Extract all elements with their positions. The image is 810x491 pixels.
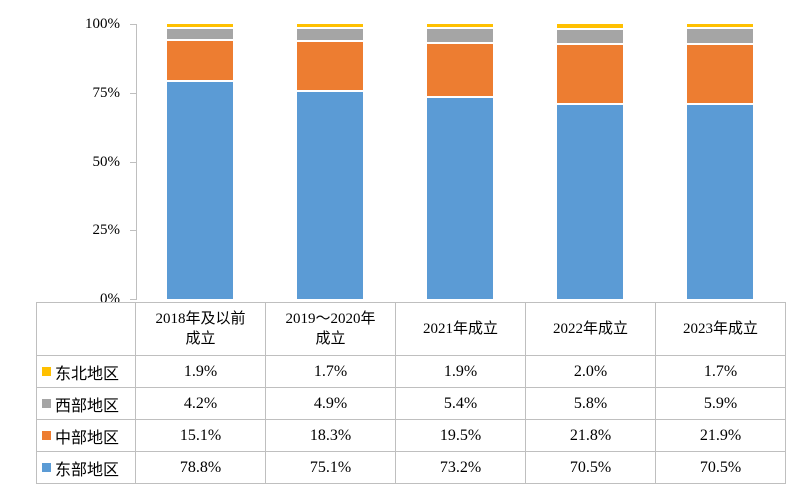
bar-segment [687, 105, 753, 299]
y-axis-tick-mark [130, 299, 137, 300]
bar-segment [167, 82, 233, 299]
bar-segment [167, 40, 233, 83]
bar-column [135, 24, 265, 299]
legend-series-label: 西部地区 [55, 397, 120, 415]
bar-segment [557, 24, 623, 30]
y-axis-tick-label: 75% [92, 84, 121, 101]
stacked-bar [297, 24, 363, 299]
value-cell: 73.2% [395, 451, 526, 484]
table-corner-cell [36, 302, 136, 356]
table-row: 东部地区 78.8% 75.1% 73.2% 70.5% 70.5% [36, 451, 786, 484]
value-cell: 5.9% [655, 387, 786, 420]
legend-swatch-icon [42, 431, 51, 440]
value-cell: 2.0% [525, 355, 656, 388]
bar-column [265, 24, 395, 299]
category-header-cell: 2018年及以前 成立 [135, 302, 266, 356]
value-cell: 78.8% [135, 451, 266, 484]
y-axis-tick-mark [130, 230, 137, 232]
category-header-cell: 2019～2020年 成立 [265, 302, 396, 356]
bar-segment [297, 42, 363, 93]
legend-swatch-icon [42, 463, 51, 472]
legend-series-label: 东部地区 [55, 461, 120, 479]
legend-swatch-icon [42, 399, 51, 408]
bar-segment [297, 92, 363, 299]
stacked-bar [557, 24, 623, 299]
bar-segment [557, 29, 623, 46]
bar-column [525, 24, 655, 299]
legend-cell: 中部地区 [36, 419, 136, 452]
value-cell: 1.9% [135, 355, 266, 388]
value-cell: 1.7% [265, 355, 396, 388]
value-cell: 75.1% [265, 451, 396, 484]
value-cell: 5.4% [395, 387, 526, 420]
stacked-bar [687, 24, 753, 299]
region-data-table: 2018年及以前 成立 2019～2020年 成立 2021年成立 2022年成立 20… [36, 302, 786, 484]
bar-segment [167, 29, 233, 41]
bar-segment [687, 28, 753, 45]
bar-segment [557, 45, 623, 106]
bar-column [395, 24, 525, 299]
bar-segment [427, 29, 493, 45]
y-axis-tick-label: 50% [92, 153, 121, 170]
value-cell: 4.9% [265, 387, 396, 420]
category-header-cell: 2021年成立 [395, 302, 526, 356]
value-cell: 70.5% [655, 451, 786, 484]
table-row: 中部地区 15.1% 18.3% 19.5% 21.8% 21.9% [36, 419, 786, 452]
bar-segment [687, 44, 753, 106]
y-axis-tick-label: 100% [85, 16, 120, 32]
value-cell: 5.8% [525, 387, 656, 420]
value-cell: 18.3% [265, 419, 396, 452]
value-cell: 21.9% [655, 419, 786, 452]
stacked-bar [167, 24, 233, 299]
legend-series-label: 东北地区 [55, 365, 120, 383]
stacked-bar [427, 24, 493, 299]
y-axis-tick-mark [130, 92, 137, 94]
value-cell: 21.8% [525, 419, 656, 452]
bar-segment [557, 105, 623, 299]
value-cell: 15.1% [135, 419, 266, 452]
value-cell: 1.9% [395, 355, 526, 388]
bar-segment [167, 24, 233, 30]
bar-segment [687, 24, 753, 29]
value-cell: 19.5% [395, 419, 526, 452]
y-axis-tick-label: 25% [92, 222, 121, 239]
legend-swatch-icon [42, 367, 51, 376]
legend-cell: 东北地区 [36, 355, 136, 388]
bar-segment [427, 24, 493, 30]
bar-column [655, 24, 785, 299]
bar-segment [297, 28, 363, 43]
bar-segment [427, 97, 493, 299]
bar-segment [427, 44, 493, 98]
value-cell: 70.5% [525, 451, 656, 484]
table-row: 东北地区 1.9% 1.7% 1.9% 2.0% 1.7% [36, 355, 786, 388]
category-header-cell: 2023年成立 [655, 302, 786, 356]
value-cell: 4.2% [135, 387, 266, 420]
y-axis-tick-mark [130, 161, 137, 163]
legend-series-label: 中部地区 [55, 429, 120, 447]
table-row: 西部地区 4.2% 4.9% 5.4% 5.8% 5.9% [36, 387, 786, 420]
category-header-cell: 2022年成立 [525, 302, 656, 356]
legend-cell: 西部地区 [36, 387, 136, 420]
value-cell: 1.7% [655, 355, 786, 388]
bar-segment [297, 24, 363, 29]
legend-cell: 东部地区 [36, 451, 136, 484]
y-axis-tick-mark [130, 24, 137, 25]
